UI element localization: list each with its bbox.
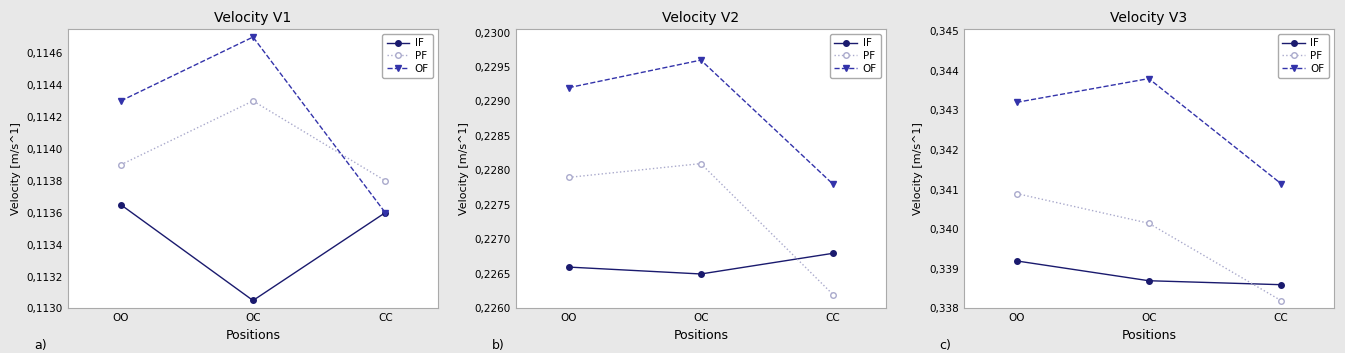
OF bbox=[693, 58, 709, 62]
Title: Velocity V2: Velocity V2 bbox=[662, 11, 740, 25]
PF bbox=[245, 99, 261, 103]
PF bbox=[561, 175, 577, 180]
Line: IF: IF bbox=[1014, 258, 1283, 287]
PF bbox=[1009, 191, 1025, 196]
PF bbox=[824, 293, 841, 297]
OF bbox=[377, 210, 393, 215]
Line: PF: PF bbox=[118, 98, 389, 184]
IF bbox=[245, 298, 261, 303]
Line: PF: PF bbox=[566, 161, 835, 298]
Line: IF: IF bbox=[566, 251, 835, 277]
Line: OF: OF bbox=[1013, 75, 1284, 187]
OF bbox=[824, 182, 841, 186]
Title: Velocity V1: Velocity V1 bbox=[214, 11, 292, 25]
PF bbox=[1272, 298, 1289, 303]
OF bbox=[113, 99, 129, 103]
IF bbox=[561, 265, 577, 269]
PF bbox=[377, 179, 393, 183]
Text: b): b) bbox=[491, 340, 504, 352]
OF bbox=[1009, 100, 1025, 104]
Legend: IF, PF, OF: IF, PF, OF bbox=[1278, 34, 1329, 78]
Line: PF: PF bbox=[1014, 191, 1283, 303]
Line: IF: IF bbox=[118, 202, 389, 303]
X-axis label: Positions: Positions bbox=[226, 329, 281, 342]
X-axis label: Positions: Positions bbox=[1122, 329, 1177, 342]
Y-axis label: Velocity [m/s^1]: Velocity [m/s^1] bbox=[11, 122, 22, 215]
OF bbox=[1272, 181, 1289, 186]
X-axis label: Positions: Positions bbox=[674, 329, 729, 342]
IF bbox=[1141, 279, 1157, 283]
IF bbox=[1272, 282, 1289, 287]
OF bbox=[561, 85, 577, 90]
IF bbox=[1009, 259, 1025, 263]
Line: OF: OF bbox=[117, 34, 389, 216]
OF bbox=[1141, 77, 1157, 81]
PF bbox=[113, 163, 129, 167]
Legend: IF, PF, OF: IF, PF, OF bbox=[382, 34, 433, 78]
Line: OF: OF bbox=[565, 56, 837, 188]
Text: a): a) bbox=[34, 340, 47, 352]
Legend: IF, PF, OF: IF, PF, OF bbox=[830, 34, 881, 78]
IF bbox=[824, 251, 841, 256]
OF bbox=[245, 35, 261, 39]
Y-axis label: Velocity [m/s^1]: Velocity [m/s^1] bbox=[459, 122, 469, 215]
Text: c): c) bbox=[939, 340, 951, 352]
IF bbox=[377, 210, 393, 215]
PF bbox=[693, 161, 709, 166]
IF bbox=[693, 272, 709, 276]
PF bbox=[1141, 221, 1157, 225]
Title: Velocity V3: Velocity V3 bbox=[1110, 11, 1188, 25]
Y-axis label: Velocity [m/s^1]: Velocity [m/s^1] bbox=[913, 122, 924, 215]
IF bbox=[113, 203, 129, 207]
